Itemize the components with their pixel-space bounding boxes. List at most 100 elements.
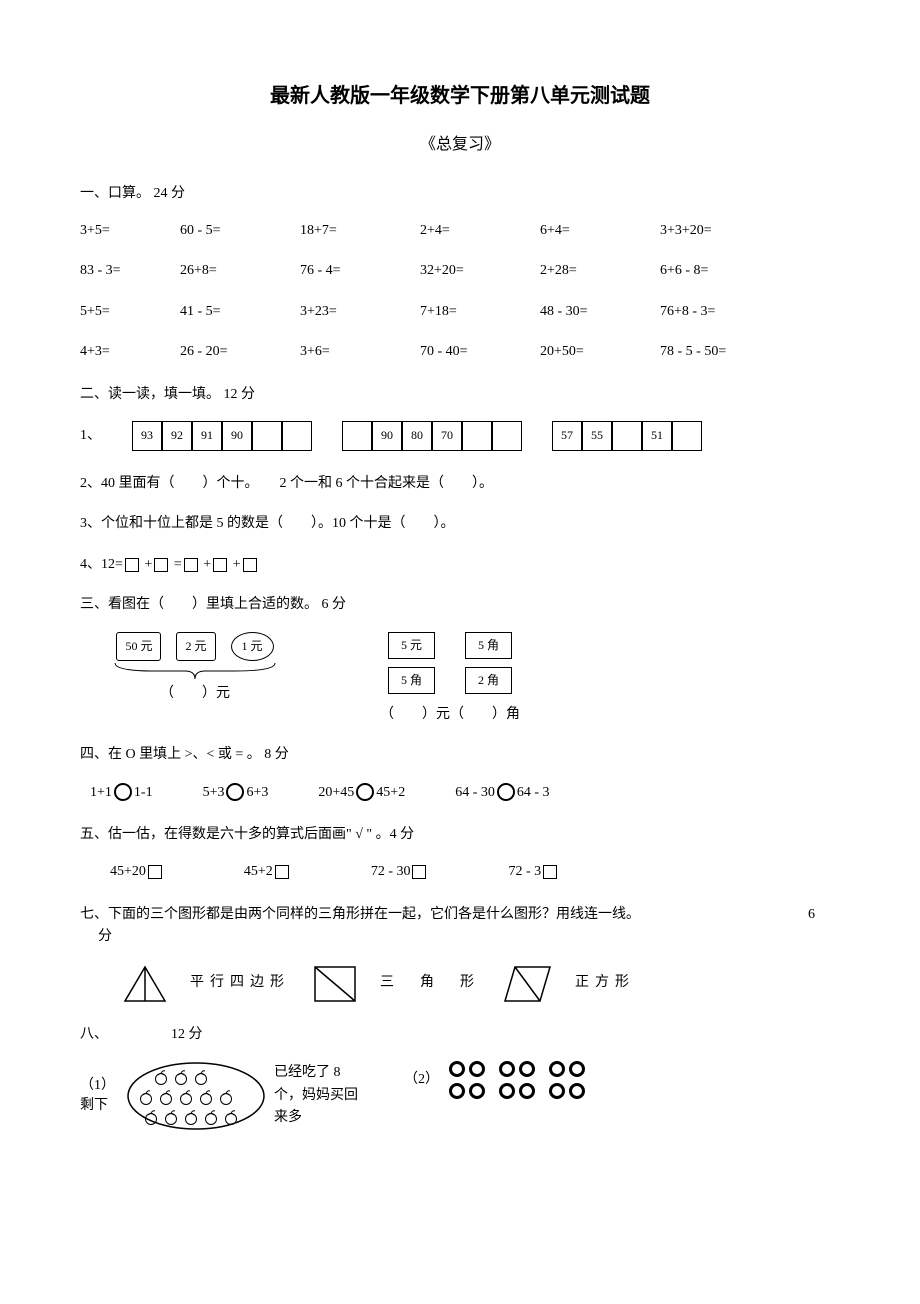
num-box <box>282 421 312 451</box>
num-box: 92 <box>162 421 192 451</box>
compare-right: 6+3 <box>246 785 268 800</box>
parallelogram-shape-icon <box>500 964 555 1004</box>
shapes-row: 平行四边形 三 角 形 正方形 <box>120 964 840 1004</box>
money-group-1: 50 元 2 元 1 元 （ ）元 <box>110 632 280 706</box>
wheel-icon <box>469 1061 485 1077</box>
wheel-icon <box>499 1061 515 1077</box>
num-box: 51 <box>642 421 672 451</box>
arith-cell: 26+8= <box>180 260 300 282</box>
q2-4-c: = <box>174 557 182 572</box>
section-1-head: 一、口算。 24 分 <box>80 183 840 205</box>
arith-cell: 3+3+20= <box>660 220 800 242</box>
money-box: 2 元 <box>176 632 215 661</box>
est-expr: 72 - 3 <box>508 864 541 879</box>
wheel-icon <box>549 1061 565 1077</box>
arith-cell: 7+18= <box>420 301 540 323</box>
section-8-head: 八、 12 分 <box>80 1024 840 1046</box>
money1-result: （ ）元 <box>160 683 230 705</box>
arith-cell: 6+6 - 8= <box>660 260 800 282</box>
compare-item: 1+11-1 <box>90 782 153 804</box>
circle-icon <box>356 783 374 801</box>
arith-cell: 2+28= <box>540 260 660 282</box>
arith-cell: 20+50= <box>540 341 660 363</box>
brace-icon <box>110 661 280 681</box>
wheel-pair <box>549 1083 585 1099</box>
arith-cell: 76 - 4= <box>300 260 420 282</box>
s7-points: 6 <box>808 904 815 926</box>
wheel-pair <box>499 1061 535 1077</box>
shape-label: 平行四边形 <box>190 972 290 994</box>
compare-left: 64 - 30 <box>455 785 495 800</box>
q8-left-label: （1）剩下 <box>80 1076 118 1115</box>
arith-cell: 3+5= <box>80 220 180 242</box>
compare-left: 20+45 <box>318 785 354 800</box>
q8-right: （2） <box>404 1061 585 1099</box>
wheel-icon <box>519 1061 535 1077</box>
wheel-icon <box>449 1083 465 1099</box>
num-box: 80 <box>402 421 432 451</box>
circle-icon <box>114 783 132 801</box>
arith-cell: 60 - 5= <box>180 220 300 242</box>
arith-cell: 41 - 5= <box>180 301 300 323</box>
blank-box-icon <box>412 865 426 879</box>
arith-cell: 18+7= <box>300 220 420 242</box>
arith-cell: 4+3= <box>80 341 180 363</box>
blank-box-icon <box>243 558 257 572</box>
q8-text1: 已经吃了 8 个，妈妈买回来多 <box>274 1062 364 1129</box>
compare-row: 1+11-1 5+36+3 20+45 45+2 64 - 30 64 - 3 <box>90 782 840 804</box>
page-subtitle: 《总复习》 <box>80 132 840 158</box>
blank-box-icon <box>184 558 198 572</box>
compare-right: 1-1 <box>134 785 153 800</box>
num-box: 91 <box>192 421 222 451</box>
compare-right: 45+2 <box>376 785 405 800</box>
q3-row: 50 元 2 元 1 元 （ ）元 5 元 5 角 5 角 2 角 （ ）元（ … <box>80 632 840 727</box>
square-shape-icon <box>310 964 360 1004</box>
blank-box-icon <box>154 558 168 572</box>
num-box: 57 <box>552 421 582 451</box>
section-2-head: 二、读一读，填一填。 12 分 <box>80 384 840 406</box>
q2-2: 2、40 里面有（ ）个十。 2 个一和 6 个十合起来是（ ）。 <box>80 473 840 495</box>
wheel-icon <box>449 1061 465 1077</box>
arith-cell: 83 - 3= <box>80 260 180 282</box>
money-box: 5 角 <box>388 667 435 694</box>
blank-box-icon <box>213 558 227 572</box>
q2-4-e: + <box>233 557 241 572</box>
money-oval: 1 元 <box>231 632 274 661</box>
num-box <box>252 421 282 451</box>
money-box: 5 元 <box>388 632 435 659</box>
num-box: 90 <box>222 421 252 451</box>
num-box <box>342 421 372 451</box>
box-row-c: 57 55 51 <box>552 421 702 451</box>
compare-item: 5+36+3 <box>203 782 269 804</box>
circle-icon <box>226 783 244 801</box>
num-box <box>672 421 702 451</box>
money-row: 5 元 5 角 <box>388 632 512 659</box>
arith-cell: 78 - 5 - 50= <box>660 341 800 363</box>
estimate-item: 45+2 <box>244 861 291 883</box>
arith-cell: 5+5= <box>80 301 180 323</box>
money2-result: （ ）元（ ）角 <box>380 704 520 726</box>
est-expr: 45+2 <box>244 864 273 879</box>
compare-right: 64 - 3 <box>517 785 550 800</box>
arith-cell: 32+20= <box>420 260 540 282</box>
wheel-row <box>449 1061 585 1077</box>
shape-label: 正方形 <box>575 972 635 994</box>
q2-3: 3、个位和十位上都是 5 的数是（ ）。10 个十是（ ）。 <box>80 513 840 535</box>
compare-item: 64 - 30 64 - 3 <box>455 782 549 804</box>
est-expr: 45+20 <box>110 864 146 879</box>
money-boxes: 50 元 2 元 1 元 <box>116 632 273 661</box>
section-4-head: 四、在 O 里填上 >、< 或 = 。 8 分 <box>80 744 840 766</box>
section-7-head: 七、下面的三个图形都是由两个同样的三角形拼在一起，它们各是什么图形？用线连一线。… <box>80 904 840 949</box>
estimate-item: 72 - 3 <box>508 861 559 883</box>
arith-cell: 48 - 30= <box>540 301 660 323</box>
page-title: 最新人教版一年级数学下册第八单元测试题 <box>80 80 840 112</box>
num-box: 93 <box>132 421 162 451</box>
q2-4-a: 4、12= <box>80 557 123 572</box>
q2-1-label: 1、 <box>80 425 102 447</box>
wheel-icon <box>499 1083 515 1099</box>
money-box: 2 角 <box>465 667 512 694</box>
num-box: 90 <box>372 421 402 451</box>
blank-box-icon <box>275 865 289 879</box>
wheels-grid <box>449 1061 585 1099</box>
num-box <box>492 421 522 451</box>
